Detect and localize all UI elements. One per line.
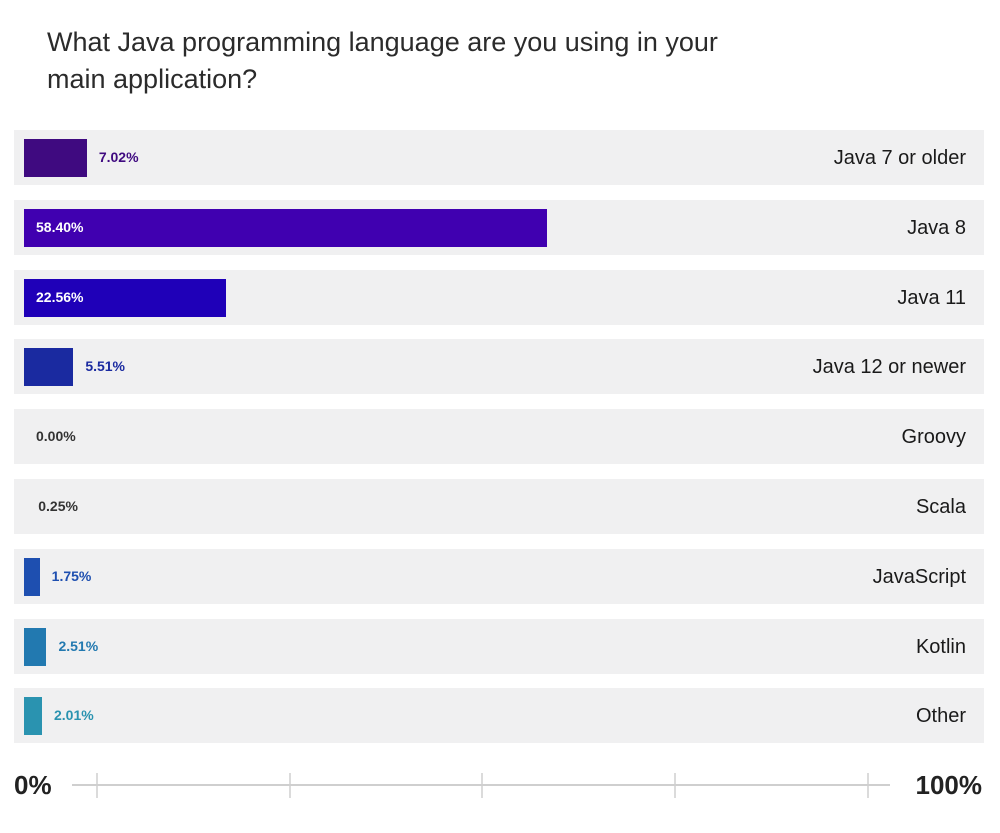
data-label: 2.01% [53,707,94,724]
data-label: 1.75% [51,567,92,584]
data-label: 0.00% [36,428,76,445]
bar-row: 5.51% Java 12 or newer [14,339,984,395]
bar-row: 0.25% Scala [14,479,984,534]
chart-title: What Java programming language are you u… [47,27,718,94]
data-label: 58.40% [36,218,84,235]
bar-row: 7.02% Java 7 or older [14,130,984,185]
category-label: Java 12 or newer [812,356,966,379]
bar [24,139,87,177]
bar [24,208,547,247]
category-label: Kotlin [915,635,966,658]
bar-row: 2.51% Kotlin [14,618,984,674]
x-axis [72,773,890,798]
data-label: 22.56% [36,288,84,305]
data-label: 0.25% [38,498,78,514]
category-label: Java 7 or older [833,147,966,169]
bar-row: 22.56% Java 11 [14,269,984,325]
category-label: Other [915,705,966,728]
axis-min-label: 0% [14,770,52,800]
bar [24,697,42,736]
data-label: 5.51% [85,358,126,375]
bar-row: 2.01% Other [14,688,984,744]
category-label: JavaScript [872,565,966,588]
bar-row: 0.00% Groovy [14,409,984,465]
category-label: Java 8 [907,216,966,239]
bar [24,627,47,666]
bar [24,557,40,596]
bar-row: 58.40% Java 8 [14,199,984,255]
axis-max-label: 100% [915,770,983,800]
bar-row: 1.75% JavaScript [14,548,984,604]
bar [24,278,226,317]
data-label: 2.51% [58,637,99,654]
category-label: Groovy [901,426,966,449]
category-label: Scala [915,496,966,518]
data-label: 7.02% [98,149,139,165]
bar [24,348,74,387]
category-label: Java 11 [897,286,966,309]
